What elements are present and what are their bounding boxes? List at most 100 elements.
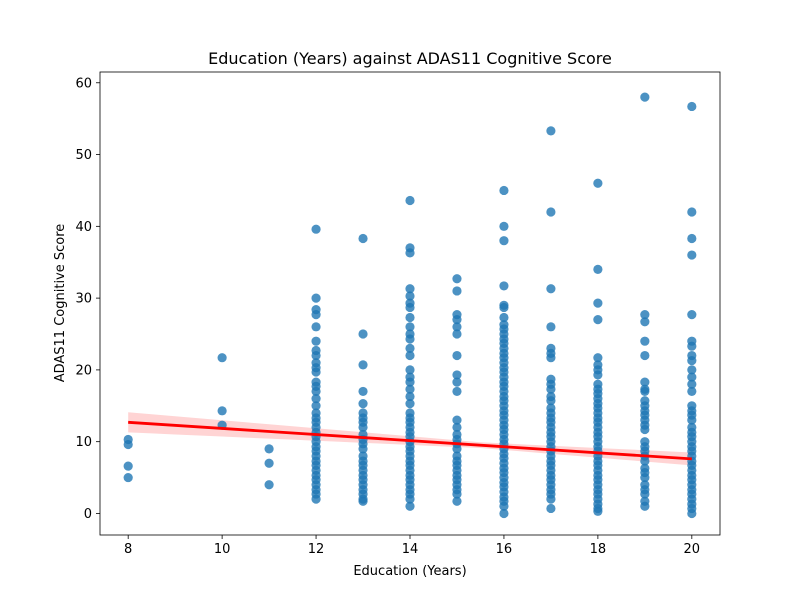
y-tick-label: 10 xyxy=(75,435,92,450)
data-point xyxy=(546,384,556,394)
data-point xyxy=(546,284,556,294)
data-point xyxy=(687,341,697,351)
regression-line-group xyxy=(128,420,692,461)
x-tick-label: 18 xyxy=(590,542,607,557)
data-point xyxy=(452,322,462,332)
data-point xyxy=(452,489,462,499)
data-points xyxy=(123,92,697,519)
data-point xyxy=(687,415,697,425)
data-point xyxy=(593,178,603,188)
x-axis-ticks: 8 10 12 14 16 18 20 xyxy=(124,535,700,557)
data-point xyxy=(640,386,650,397)
data-point xyxy=(687,310,697,320)
data-point xyxy=(405,343,415,353)
data-point xyxy=(405,501,415,511)
data-point xyxy=(452,274,462,284)
data-point xyxy=(687,250,697,260)
data-point xyxy=(452,444,462,454)
data-point xyxy=(687,372,697,382)
data-point xyxy=(452,350,462,361)
data-point xyxy=(405,195,415,206)
data-point xyxy=(405,291,415,301)
data-point xyxy=(546,353,556,363)
data-point xyxy=(405,248,415,258)
data-point xyxy=(311,293,321,303)
x-tick-label: 10 xyxy=(214,542,231,557)
data-point xyxy=(358,399,368,409)
data-point xyxy=(123,439,133,450)
y-tick-label: 50 xyxy=(75,148,92,163)
data-point xyxy=(640,317,650,327)
data-point xyxy=(687,207,697,217)
data-point xyxy=(311,224,321,234)
data-point xyxy=(640,310,650,320)
data-point xyxy=(593,298,603,308)
data-point xyxy=(452,386,462,397)
data-point xyxy=(452,370,462,380)
data-point xyxy=(358,233,368,244)
data-point xyxy=(405,284,415,294)
data-point xyxy=(452,496,462,506)
data-point xyxy=(640,92,650,102)
data-point xyxy=(405,365,415,375)
data-point xyxy=(640,350,650,361)
data-point xyxy=(499,281,509,291)
data-point xyxy=(687,386,697,397)
data-point xyxy=(452,377,462,387)
y-tick-label: 30 xyxy=(75,292,92,307)
data-point xyxy=(311,310,321,320)
data-point xyxy=(640,336,650,346)
plot-area xyxy=(99,71,721,536)
data-point xyxy=(452,422,462,432)
data-point xyxy=(499,221,509,231)
data-point xyxy=(217,406,227,416)
data-point xyxy=(499,185,509,196)
data-point xyxy=(311,336,321,346)
data-point xyxy=(405,302,415,313)
data-point xyxy=(687,508,697,519)
data-point xyxy=(264,444,274,454)
x-tick-label: 14 xyxy=(402,542,419,557)
data-point xyxy=(405,384,415,394)
chart-title: Education (Years) against ADAS11 Cogniti… xyxy=(208,49,612,68)
data-point xyxy=(452,415,462,425)
data-point xyxy=(123,472,133,483)
data-point xyxy=(593,315,603,325)
y-axis-label: ADAS11 Cognitive Score xyxy=(53,224,68,383)
data-point xyxy=(546,126,556,136)
data-point xyxy=(311,394,321,404)
data-point xyxy=(452,286,462,296)
data-point xyxy=(499,501,509,511)
x-tick-label: 12 xyxy=(308,542,325,557)
data-point xyxy=(311,367,321,377)
data-point xyxy=(546,396,556,406)
data-point xyxy=(358,360,368,370)
data-point xyxy=(499,508,509,519)
data-point xyxy=(311,350,321,361)
data-point xyxy=(499,236,509,246)
x-tick-label: 20 xyxy=(684,542,701,557)
data-point xyxy=(687,355,697,366)
data-point xyxy=(264,458,274,468)
data-point xyxy=(405,322,415,332)
y-tick-label: 60 xyxy=(75,76,92,91)
data-point xyxy=(546,322,556,332)
data-point xyxy=(640,489,650,499)
data-point xyxy=(264,480,274,490)
data-point xyxy=(405,391,415,402)
data-point xyxy=(452,329,462,339)
data-point xyxy=(311,494,321,504)
y-tick-label: 0 xyxy=(84,507,92,522)
data-point xyxy=(546,503,556,514)
data-point xyxy=(499,312,509,323)
data-point xyxy=(358,444,368,454)
data-point xyxy=(358,496,368,506)
data-point xyxy=(640,472,650,483)
data-point xyxy=(405,399,415,409)
y-tick-label: 20 xyxy=(75,363,92,378)
data-point xyxy=(640,377,650,387)
data-point xyxy=(217,353,227,363)
x-tick-label: 8 xyxy=(124,542,132,557)
data-point xyxy=(593,506,603,516)
data-point xyxy=(358,422,368,432)
